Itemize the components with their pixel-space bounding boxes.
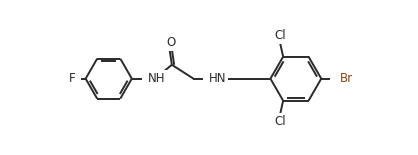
Text: NH: NH bbox=[148, 72, 166, 85]
Text: O: O bbox=[166, 36, 175, 49]
Text: HN: HN bbox=[209, 72, 226, 85]
Text: Br: Br bbox=[340, 72, 353, 85]
Text: F: F bbox=[69, 72, 76, 85]
Text: Cl: Cl bbox=[274, 115, 286, 128]
Text: Cl: Cl bbox=[274, 29, 286, 42]
